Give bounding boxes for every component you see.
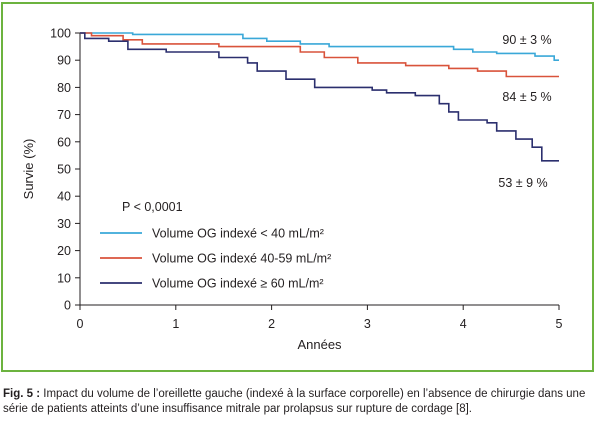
y-tick-label: 50 — [57, 163, 71, 177]
x-axis-label: Années — [297, 337, 342, 352]
x-tick-label: 3 — [364, 317, 371, 331]
y-tick-label: 60 — [57, 135, 71, 149]
end-label-1: 90 ± 3 % — [502, 33, 551, 47]
survival-curves — [80, 32, 559, 162]
legend-label-2: Volume OG indexé 40-59 mL/m² — [152, 252, 331, 266]
y-tick-label: 10 — [57, 271, 71, 285]
y-tick-label: 90 — [57, 54, 71, 68]
y-tick-label: 40 — [57, 190, 71, 204]
legend-label-1: Volume OG indexé < 40 mL/m² — [152, 227, 324, 241]
y-tick-label: 80 — [57, 81, 71, 95]
figure-frame — [1, 2, 594, 372]
x-tick-label: 4 — [460, 317, 467, 331]
x-tick-label: 5 — [556, 317, 563, 331]
end-label-2: 84 ± 5 % — [502, 90, 551, 104]
x-tick-label: 0 — [77, 317, 84, 331]
survival-chart: 0 1 2 3 4 50102030405060708090100AnnéesSurvie… — [21, 27, 563, 353]
axes: 0 1 2 3 4 50102030405060708090100AnnéesSurvie… — [21, 27, 563, 353]
y-tick-label: 0 — [64, 299, 71, 313]
x-tick-label: 1 — [172, 317, 179, 331]
caption-label: Fig. 5 : — [3, 388, 41, 400]
figure-caption: Fig. 5 : Impact du volume de l’oreillett… — [3, 387, 597, 417]
survival-curve-2 — [80, 32, 559, 78]
y-tick-label: 30 — [57, 217, 71, 231]
caption-text: Impact du volume de l’oreillette gauche … — [3, 388, 586, 415]
y-tick-label: 70 — [57, 108, 71, 122]
x-tick-label: 2 — [268, 317, 275, 331]
y-tick-label: 20 — [57, 244, 71, 258]
survival-curve-3 — [80, 32, 559, 162]
p-value-label: P < 0,0001 — [122, 200, 183, 214]
legend: P < 0,0001 Volume OG indexé < 40 mL/m² Vol… — [100, 200, 331, 291]
end-label-3: 53 ± 9 % — [498, 176, 547, 190]
y-tick-label: 100 — [50, 27, 71, 41]
survival-curve-1 — [80, 32, 559, 61]
legend-label-3: Volume OG indexé ≥ 60 mL/m² — [152, 277, 324, 291]
end-labels: 90 ± 3 % 84 ± 5 % 53 ± 9 % — [498, 33, 551, 190]
y-axis-label: Survie (%) — [21, 139, 36, 200]
